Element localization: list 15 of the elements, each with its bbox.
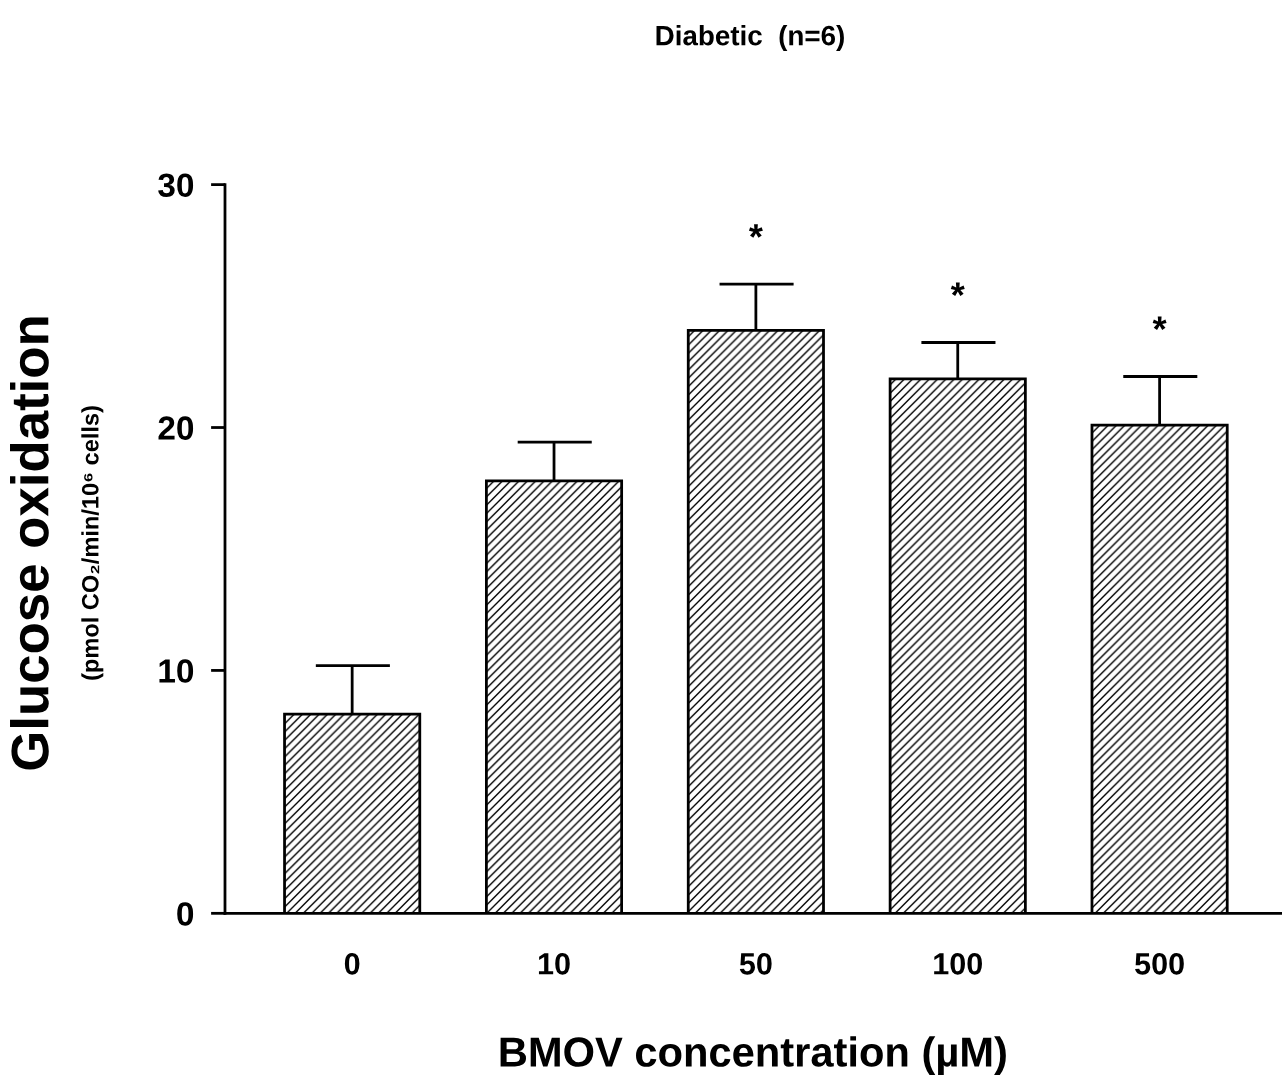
y-tick-label: 10 <box>159 659 194 683</box>
y-tick-label: 20 <box>158 416 194 440</box>
x-axis-title: BMOV concentration (µM) <box>500 1036 1006 1076</box>
x-tick-label: 100 <box>934 953 982 975</box>
x-tick-label: 500 <box>1135 953 1184 975</box>
chart-title: Diabetic (n=6) <box>656 25 844 51</box>
y-tick-label: 0 <box>177 902 194 926</box>
x-tick-label: 50 <box>739 953 772 975</box>
y-tick-label: 30 <box>158 173 194 198</box>
annotation: * <box>748 224 763 238</box>
x-tick-label: 0 <box>344 953 360 975</box>
annotation: * <box>1152 316 1167 330</box>
y-axis-title: Glucose oxidation (pmol CO₂/min/10⁶ cells) <box>10 317 104 770</box>
x-tick-label: 10 <box>538 953 570 975</box>
annotation: * <box>950 282 965 296</box>
